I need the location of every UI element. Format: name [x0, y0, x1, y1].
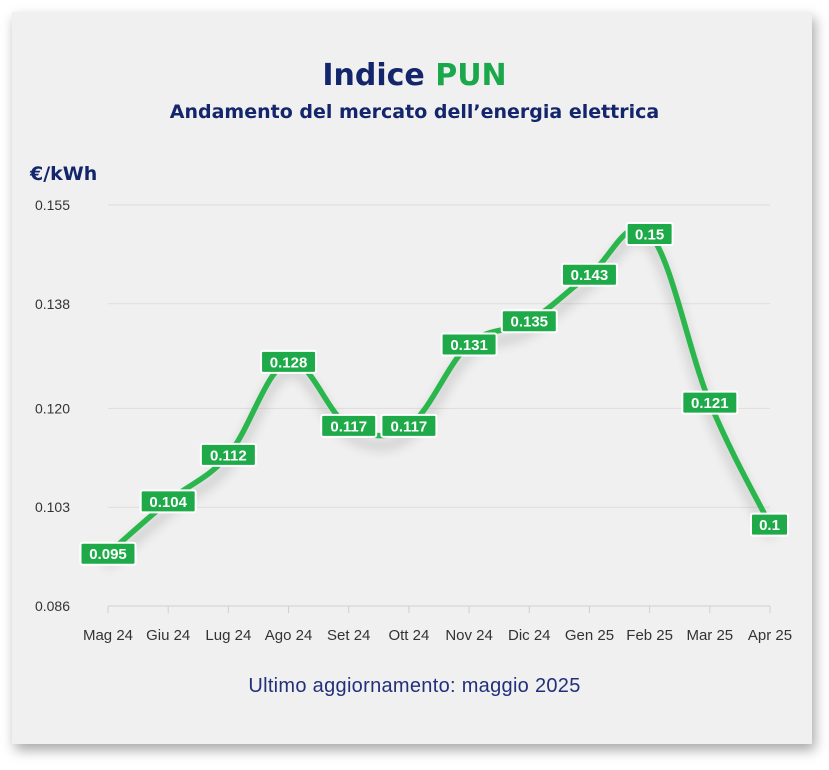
y-axis-unit: €/kWh	[30, 163, 98, 185]
y-tick-label: 0.138	[35, 296, 70, 312]
data-label: 0.128	[260, 349, 318, 374]
data-label-box	[560, 262, 618, 287]
data-label-text: 0.135	[510, 314, 548, 331]
x-tick-label: Dic 24	[508, 627, 551, 644]
y-tick-label: 0.120	[35, 400, 70, 416]
data-label-box	[260, 349, 318, 374]
data-label: 0.095	[79, 541, 137, 566]
x-tick-label: Set 24	[327, 627, 370, 644]
data-label-text: 0.117	[330, 418, 367, 435]
series-line-group	[105, 225, 773, 557]
x-tick-label: Giu 24	[146, 627, 190, 644]
data-label-text: 0.128	[270, 354, 308, 371]
grid-lines	[108, 204, 770, 607]
x-tick-label: Ago 24	[265, 627, 313, 644]
x-tick-label: Apr 25	[748, 627, 792, 644]
title-main: Indice	[322, 58, 425, 93]
data-labels-group: 0.095 0.104 0.112 0.128 0.117 0.117 0.131 0.135…	[79, 222, 789, 566]
x-tick-label: Lug 24	[205, 627, 251, 644]
data-label: 0.117	[320, 413, 378, 438]
series-line	[105, 225, 773, 557]
chart-subtitle: Andamento del mercato dell’energia elett…	[169, 101, 660, 123]
x-tick-label: Gen 25	[565, 627, 614, 644]
data-label-box	[440, 332, 498, 357]
data-label-text: 0.143	[571, 267, 609, 284]
x-tick-label: Nov 24	[445, 627, 493, 644]
data-label-text: 0.1	[759, 517, 780, 534]
data-label-box	[320, 413, 378, 438]
data-label-text: 0.104	[149, 494, 187, 511]
x-tick-label: Mag 24	[83, 627, 133, 644]
data-label: 0.117	[380, 413, 438, 438]
data-label-box	[139, 489, 197, 514]
data-label: 0.112	[199, 442, 257, 467]
data-label-box	[750, 512, 789, 537]
data-label-box	[79, 541, 137, 566]
data-label-text: 0.121	[691, 395, 729, 412]
data-label: 0.121	[681, 390, 739, 415]
chart-title: Indice PUN	[0, 58, 829, 93]
data-label-box	[500, 309, 558, 334]
data-label-text: 0.131	[450, 337, 488, 354]
x-tick-label: Ott 24	[388, 627, 429, 644]
y-tick-label: 0.155	[35, 197, 70, 213]
data-label-box	[199, 442, 257, 467]
x-tick-label: Feb 25	[626, 627, 673, 644]
title-accent: PUN	[435, 58, 507, 93]
data-label: 0.104	[139, 489, 197, 514]
data-label-box	[625, 222, 674, 247]
x-axis-ticks: Mag 24 Giu 24 Lug 24 Ago 24 Set 24 Ott 24 Nov …	[83, 606, 792, 644]
x-tick-label: Mar 25	[686, 627, 733, 644]
data-label: 0.15	[625, 222, 674, 247]
data-label-text: 0.15	[635, 227, 664, 244]
data-label: 0.143	[560, 262, 618, 287]
data-label: 0.135	[500, 309, 558, 334]
data-label-text: 0.112	[210, 447, 247, 464]
last-updated: Ultimo aggiornamento: maggio 2025	[248, 675, 581, 697]
data-label-text: 0.117	[391, 418, 428, 435]
data-label-text: 0.095	[89, 546, 127, 563]
data-label: 0.1	[750, 512, 789, 537]
data-label-box	[380, 413, 438, 438]
data-label: 0.131	[440, 332, 498, 357]
y-tick-label: 0.086	[35, 598, 70, 614]
data-label-box	[681, 390, 739, 415]
chart-card	[12, 12, 812, 744]
y-axis-ticks: 0.155 0.138 0.120 0.103 0.086	[35, 197, 70, 614]
y-tick-label: 0.103	[35, 499, 70, 515]
